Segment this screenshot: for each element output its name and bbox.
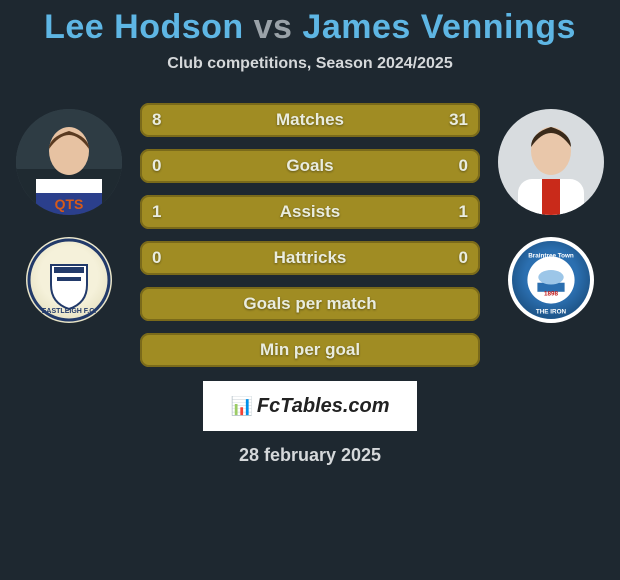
title: Lee Hodson vs James Vennings [44,8,576,47]
main-row: QTS EASTLEIGH F.C. 8 Matches 31 [0,97,620,367]
date-label: 28 february 2025 [239,445,381,466]
title-vs: vs [254,8,293,46]
title-player1: Lee Hodson [44,8,244,46]
stat-left-value: 0 [152,248,161,268]
crest-icon: 1898 Braintree Town THE IRON [512,241,590,319]
subtitle: Club competitions, Season 2024/2025 [167,55,452,73]
footer: 📊 FcTables.com 28 february 2025 [203,381,417,466]
chart-icon: 📊 [230,396,252,417]
left-column: QTS EASTLEIGH F.C. [16,109,122,323]
stat-left-value: 1 [152,202,161,222]
player1-avatar: QTS [16,109,122,215]
comparison-card: Lee Hodson vs James Vennings Club compet… [0,0,620,580]
stat-bar-hattricks: 0 Hattricks 0 [140,241,480,275]
stat-label: Matches [276,110,344,130]
stat-left-value: 0 [152,156,161,176]
svg-text:QTS: QTS [55,196,84,212]
stat-bar-assists: 1 Assists 1 [140,195,480,229]
stat-bar-goals-per-match: Goals per match [140,287,480,321]
brand-badge: 📊 FcTables.com [203,381,417,431]
svg-text:EASTLEIGH F.C.: EASTLEIGH F.C. [42,308,97,315]
player1-crest: EASTLEIGH F.C. [26,237,112,323]
player2-avatar [498,109,604,215]
stat-label: Hattricks [274,248,347,268]
stat-right-value: 0 [459,248,468,268]
player2-crest: 1898 Braintree Town THE IRON [508,237,594,323]
stat-bar-min-per-goal: Min per goal [140,333,480,367]
stat-right-value: 31 [449,110,468,130]
stat-left-value: 8 [152,110,161,130]
svg-text:Braintree Town: Braintree Town [528,252,574,259]
brand-text: FcTables.com [257,395,390,418]
stat-bar-matches: 8 Matches 31 [140,103,480,137]
crest-icon: EASTLEIGH F.C. [26,237,112,323]
person-icon: QTS [16,109,122,215]
stat-label: Min per goal [260,340,360,360]
person-icon [498,109,604,215]
stat-label: Goals per match [243,294,376,314]
stat-right-value: 0 [459,156,468,176]
stat-right-value: 1 [459,202,468,222]
right-column: 1898 Braintree Town THE IRON [498,109,604,323]
title-player2: James Vennings [302,8,575,46]
stat-bars: 8 Matches 31 0 Goals 0 1 Assists 1 0 Hat… [140,103,480,367]
stat-label: Goals [286,156,333,176]
stat-label: Assists [280,202,340,222]
svg-text:THE IRON: THE IRON [536,309,567,316]
svg-text:1898: 1898 [544,290,559,297]
stat-bar-goals: 0 Goals 0 [140,149,480,183]
